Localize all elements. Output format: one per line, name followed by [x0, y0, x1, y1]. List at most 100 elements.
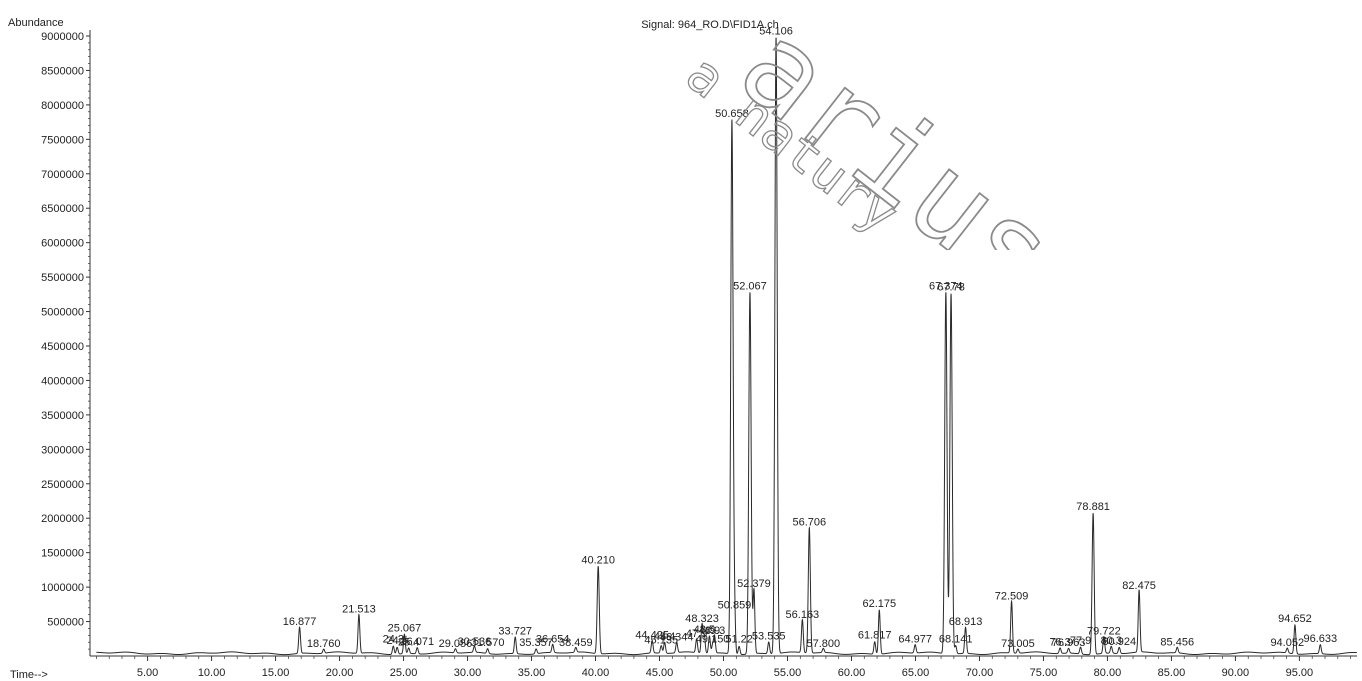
- y-tick-label: 9000000: [41, 31, 84, 43]
- peak-label: 77.9: [1070, 635, 1091, 647]
- peak-label: 36.654: [536, 634, 570, 646]
- x-tick-label: 20.00: [326, 667, 354, 679]
- peak-label: 57.800: [806, 638, 840, 650]
- peak-label: 49.3: [704, 625, 725, 637]
- peak-label: 35.357: [519, 637, 553, 649]
- peak-label: 30.536: [458, 636, 492, 648]
- peak-label: 80.924: [1102, 636, 1136, 648]
- peak-label: 44.425: [635, 630, 669, 642]
- x-tick-label: 85.00: [1158, 667, 1186, 679]
- peak-label: 94.052: [1270, 637, 1304, 649]
- peak-label: 78.881: [1076, 501, 1110, 513]
- peak-label: 50.859: [718, 599, 752, 611]
- peak-label: 52.379: [737, 578, 771, 590]
- peak-label: 82.475: [1122, 580, 1156, 592]
- peak-label: 67.374: [929, 280, 963, 292]
- y-tick-label: 5500000: [41, 272, 84, 284]
- peak-label: 46.344: [660, 632, 694, 644]
- y-tick-label: 7000000: [41, 169, 84, 181]
- peak-label: 79.722: [1087, 625, 1121, 637]
- y-tick-label: 1000000: [41, 582, 84, 594]
- peak-label: 49.150: [696, 634, 730, 646]
- x-tick-label: 15.00: [262, 667, 290, 679]
- y-axis-title: Abundance: [8, 17, 64, 29]
- y-tick-label: 6000000: [41, 238, 84, 250]
- x-tick-label: 75.00: [1030, 667, 1058, 679]
- peak-label: 24.5: [386, 635, 407, 647]
- peak-label: 68.141: [939, 634, 973, 646]
- peak-label: 51.22: [725, 634, 753, 646]
- x-tick-label: 65.00: [902, 667, 930, 679]
- peak-label: 52.067: [733, 280, 767, 292]
- peak-label: 76.963: [1052, 637, 1086, 649]
- x-tick-label: 90.00: [1222, 667, 1250, 679]
- peak-label: 72.509: [995, 590, 1029, 602]
- x-tick-label: 45.00: [646, 667, 674, 679]
- peak-label: 76.3: [1049, 636, 1070, 648]
- y-tick-label: 7500000: [41, 134, 84, 146]
- peak-label: 25.067: [388, 623, 422, 635]
- peak-label: 24.2: [383, 634, 404, 646]
- y-tick-label: 2500000: [41, 479, 84, 491]
- chart-title: Signal: 964_RO.D\FID1A.ch: [641, 19, 779, 31]
- peak-label: 48.9: [699, 625, 720, 637]
- peak-label: 56.706: [792, 517, 826, 529]
- peak-label: 68.913: [949, 616, 983, 628]
- peak-label: 40.210: [581, 555, 615, 567]
- peak-label: 85.456: [1160, 636, 1194, 648]
- x-tick-label: 35.00: [518, 667, 546, 679]
- x-tick-label: 80.00: [1094, 667, 1122, 679]
- signal-trace-line: [96, 37, 1357, 656]
- peak-label: 53.535: [752, 630, 786, 642]
- y-tick-label: 4000000: [41, 375, 84, 387]
- x-tick-label: 25.00: [390, 667, 418, 679]
- y-axis-ticks: 500000 1000000 1500000 2000000 2500000 300000…: [41, 31, 90, 650]
- x-tick-label: 5.00: [137, 667, 158, 679]
- x-tick-label: 30.00: [454, 667, 482, 679]
- peak-label: 31.570: [471, 637, 505, 649]
- peak-label: 94.652: [1278, 613, 1312, 625]
- peak-label: 45.135: [644, 634, 678, 646]
- peak-label: 64.977: [898, 634, 932, 646]
- peak-label: 54.106: [759, 25, 793, 37]
- peak-label: 29.056: [439, 638, 473, 650]
- peak-label: 73.005: [1001, 638, 1035, 650]
- peak-label: 96.633: [1303, 633, 1337, 645]
- peak-label: 67.78: [937, 282, 965, 294]
- x-tick-label: 40.00: [582, 667, 610, 679]
- peak-label: 16.877: [283, 616, 317, 628]
- x-tick-label: 10.00: [198, 667, 226, 679]
- peak-label: 21.513: [342, 603, 376, 615]
- y-tick-label: 4500000: [41, 341, 84, 353]
- peak-label: 61.817: [858, 630, 892, 642]
- peak-label: 26.071: [400, 636, 434, 648]
- peak-label: 48.323: [685, 613, 719, 625]
- peak-label: 25.4: [398, 636, 419, 648]
- x-tick-label: 60.00: [838, 667, 866, 679]
- peak-label: 18.760: [307, 638, 341, 650]
- y-tick-label: 1500000: [41, 548, 84, 560]
- y-tick-label: 5000000: [41, 307, 84, 319]
- y-tick-label: 3500000: [41, 410, 84, 422]
- signal-trace-group: [96, 37, 1357, 656]
- x-tick-label: 55.00: [774, 667, 802, 679]
- y-tick-label: 8500000: [41, 65, 84, 77]
- y-tick-label: 500000: [47, 617, 84, 629]
- peak-label: 33.727: [498, 625, 532, 637]
- x-tick-label: 50.00: [710, 667, 738, 679]
- peak-label: 50.658: [715, 108, 749, 120]
- x-axis-ticks: 5.00 10.00 15.00 20.00 25.00 30.00 35.00 40.00 4…: [96, 656, 1351, 679]
- y-tick-label: 3000000: [41, 444, 84, 456]
- peak-label: 47.9: [686, 628, 707, 640]
- x-tick-label: 95.00: [1286, 667, 1314, 679]
- y-tick-label: 8000000: [41, 100, 84, 112]
- peak-labels: 16.877 18.760 21.513 24.224.525.06725.426.0…: [283, 25, 1337, 649]
- peak-label: 48.5: [694, 624, 715, 636]
- x-tick-label: 70.00: [966, 667, 994, 679]
- peak-label: 56.163: [786, 609, 820, 621]
- peak-label: 45.4: [654, 631, 675, 643]
- y-tick-label: 6500000: [41, 203, 84, 215]
- peak-label: 38.459: [559, 637, 593, 649]
- y-tick-label: 2000000: [41, 513, 84, 525]
